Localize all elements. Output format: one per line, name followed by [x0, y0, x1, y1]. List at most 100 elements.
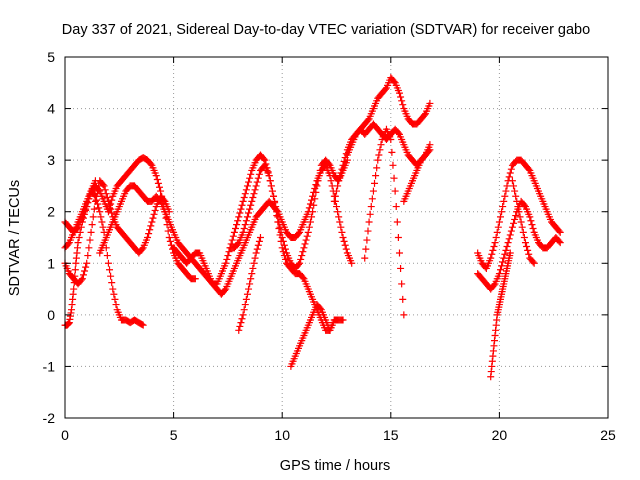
data-point-dense — [512, 212, 520, 220]
data-point-dense — [273, 212, 281, 220]
data-point-dense — [305, 223, 313, 231]
data-point-dense — [496, 213, 504, 221]
data-point-dense — [94, 187, 102, 195]
data-point-dense — [89, 213, 97, 221]
data-point — [491, 239, 499, 247]
data-point-dense — [420, 111, 428, 119]
data-point-dense — [503, 182, 511, 190]
data-point-dense — [367, 203, 375, 211]
data-point — [326, 172, 334, 180]
data-point-dense — [260, 155, 268, 163]
data-point-dense — [525, 165, 533, 173]
data-point-dense — [254, 241, 262, 249]
data-point-dense — [86, 191, 94, 199]
data-point-dense — [377, 141, 385, 149]
y-tick-label: -1 — [43, 358, 56, 374]
data-point — [78, 275, 86, 283]
data-point-dense — [501, 192, 509, 200]
data-point-dense — [507, 227, 515, 235]
data-point-dense — [397, 264, 405, 272]
data-point-dense — [528, 221, 536, 229]
data-point-dense — [106, 266, 114, 274]
data-point — [300, 244, 308, 252]
data-point-dense — [515, 208, 523, 216]
data-point-dense — [249, 264, 257, 272]
data-point-dense — [75, 234, 83, 241]
data-point — [83, 259, 91, 267]
y-axis-label: SDTVAR / TECUs — [7, 180, 23, 296]
series-trace-14 — [474, 156, 564, 272]
data-point-dense — [371, 179, 379, 187]
data-point — [426, 146, 434, 154]
data-point — [530, 259, 538, 267]
data-point-dense — [333, 203, 340, 211]
data-point-dense — [225, 248, 233, 256]
series-trace-15 — [474, 197, 564, 293]
data-point-dense — [505, 173, 513, 181]
data-point-dense — [294, 261, 302, 269]
data-point — [487, 254, 495, 262]
data-point-dense — [253, 178, 261, 186]
data-point-dense — [492, 234, 500, 241]
data-point-dense — [102, 190, 110, 198]
data-point — [521, 239, 529, 247]
data-point-dense — [306, 200, 314, 208]
data-point-dense — [255, 170, 263, 178]
data-point-dense — [77, 276, 85, 284]
data-point-dense — [164, 227, 172, 235]
data-point-dense — [341, 154, 349, 162]
data-point-dense — [336, 218, 344, 226]
data-point-dense — [241, 190, 249, 198]
data-point-dense — [108, 209, 116, 217]
data-point-dense — [499, 203, 507, 211]
data-point — [513, 197, 521, 205]
data-point — [335, 213, 343, 221]
data-point — [165, 234, 173, 241]
series-trace-9 — [287, 301, 347, 370]
data-point-dense — [529, 224, 537, 232]
data-point-dense — [103, 252, 111, 260]
data-point-dense — [241, 221, 249, 229]
data-point — [556, 228, 564, 236]
data-point-dense — [302, 236, 310, 244]
data-point-dense — [245, 209, 253, 217]
data-point-dense — [518, 223, 526, 231]
data-point-dense — [242, 217, 250, 225]
data-point-dense — [306, 218, 314, 226]
data-point-dense — [266, 177, 274, 185]
data-point-dense — [294, 230, 302, 238]
data-point-dense — [501, 250, 509, 258]
data-point — [248, 197, 256, 205]
data-point-dense — [98, 218, 106, 226]
data-point — [191, 275, 199, 283]
data-point-dense — [86, 236, 94, 244]
data-point-dense — [489, 246, 497, 254]
data-point-dense — [103, 194, 111, 202]
data-point — [387, 136, 395, 144]
data-point-dense — [238, 201, 246, 209]
data-point-dense — [342, 245, 350, 253]
data-point-dense — [155, 196, 163, 204]
x-axis-label: GPS time / hours — [280, 458, 390, 474]
y-tick-label: -2 — [43, 410, 56, 426]
data-point — [148, 218, 156, 226]
data-point-dense — [506, 169, 514, 177]
data-point — [70, 285, 78, 293]
data-point — [335, 177, 343, 185]
data-point-dense — [494, 223, 502, 231]
data-point-dense — [238, 315, 246, 323]
data-point-dense — [299, 273, 307, 281]
data-point-dense — [223, 255, 231, 263]
data-point-dense — [275, 224, 283, 232]
y-tick-label: 4 — [47, 101, 55, 117]
data-point — [139, 321, 147, 329]
data-point — [243, 213, 251, 221]
data-point — [239, 197, 247, 205]
data-point-dense — [153, 175, 161, 183]
data-point-dense — [525, 250, 533, 258]
data-point-dense — [149, 214, 157, 222]
data-point-dense — [341, 241, 349, 249]
data-point — [265, 172, 273, 180]
data-point — [91, 192, 99, 200]
data-point-dense — [503, 243, 511, 251]
